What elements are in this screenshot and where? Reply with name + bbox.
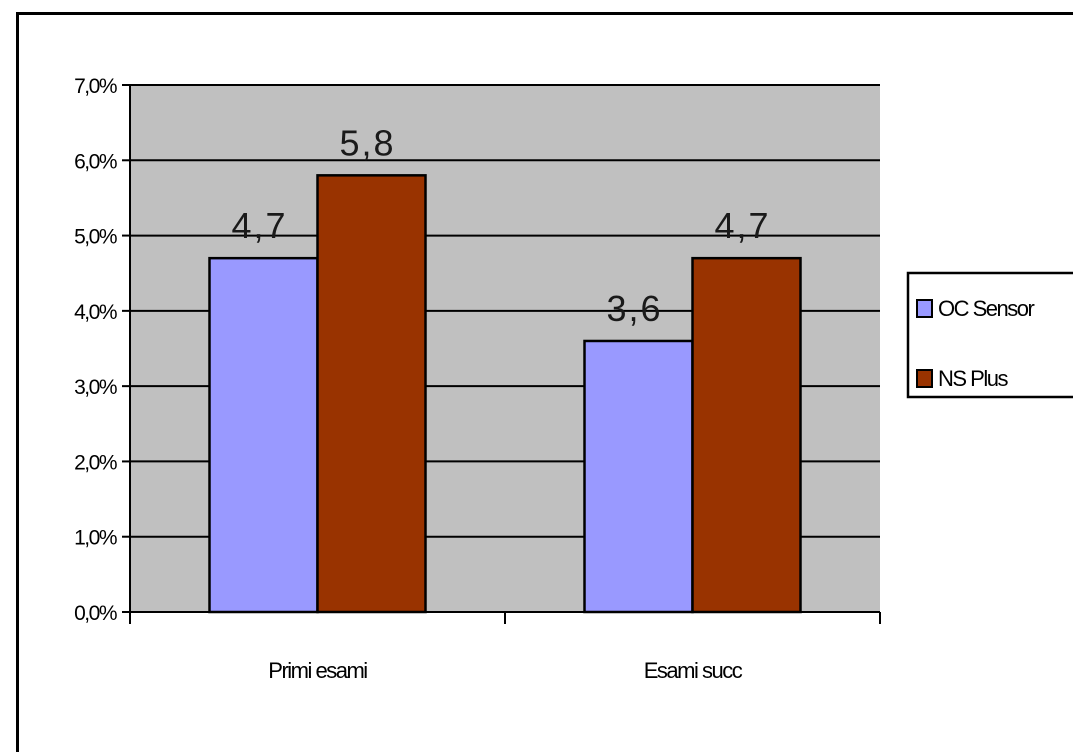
data-label: 5,8: [339, 122, 395, 163]
x-tick-label: Esami succ: [644, 658, 743, 683]
y-tick-label: 2,0%: [74, 451, 117, 474]
legend-box: [906, 271, 1073, 399]
bar: [316, 174, 427, 614]
data-labels: 4,7 3,6 5,8 4,7: [231, 122, 770, 329]
y-tick-label: 7,0%: [74, 75, 117, 98]
y-tick-label: 0,0%: [74, 602, 117, 625]
y-axis-ticks: 0,0% 1,0% 2,0% 3,0% 4,0% 5,0% 6,0% 7,0%: [74, 75, 130, 625]
y-tick-label: 1,0%: [74, 527, 117, 550]
data-label: 4,7: [231, 205, 287, 246]
legend-swatch: [916, 369, 933, 388]
data-label: 3,6: [606, 288, 662, 329]
bar: [208, 256, 319, 614]
legend: OC Sensor NS Plus: [906, 271, 1073, 399]
x-tick-label: Primi esami: [268, 658, 367, 683]
legend-label: OC Sensor: [938, 296, 1034, 321]
bars: [208, 174, 802, 614]
y-tick-label: 5,0%: [74, 226, 117, 249]
y-tick-label: 3,0%: [74, 376, 117, 399]
legend-label: NS Plus: [938, 366, 1008, 391]
y-tick-label: 6,0%: [74, 150, 117, 173]
bar: [691, 256, 802, 614]
legend-swatch: [916, 299, 933, 318]
bar: [583, 339, 694, 614]
x-axis-ticks: Primi esami Esami succ: [129, 612, 881, 683]
data-label: 4,7: [714, 205, 770, 246]
bar-chart: 4,7 3,6 5,8 4,7 0,0% 1,0% 2,0% 3,0% 4,0% 5,0% 6,0…: [74, 75, 1073, 683]
y-tick-label: 4,0%: [74, 301, 117, 324]
chart-frame: [16, 12, 1073, 752]
